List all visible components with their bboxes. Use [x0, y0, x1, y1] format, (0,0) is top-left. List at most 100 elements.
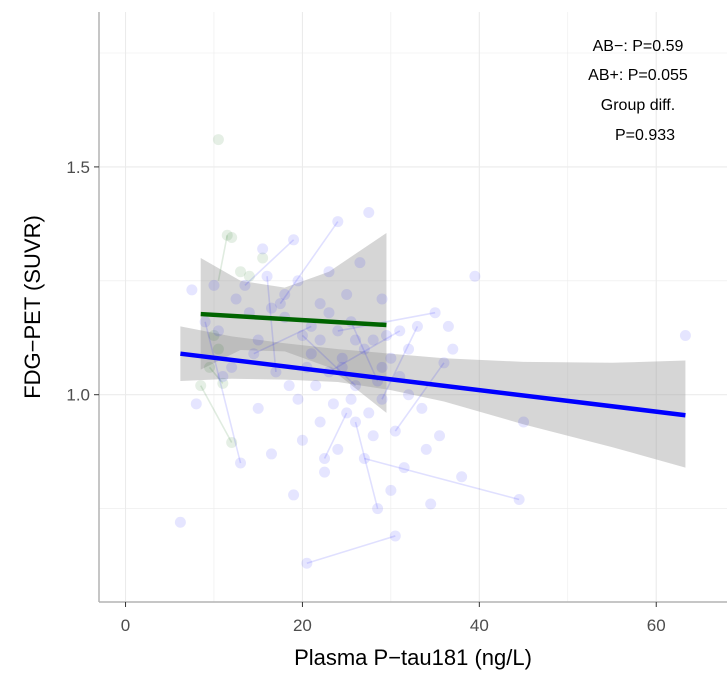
- data-point: [190, 398, 202, 410]
- data-point: [376, 293, 388, 305]
- y-axis-title: FDG−PET (SUVR): [20, 215, 45, 399]
- data-point: [518, 416, 530, 428]
- data-point: [332, 325, 344, 337]
- data-point: [385, 484, 397, 496]
- grid: [99, 12, 727, 602]
- link-line: [306, 535, 396, 565]
- data-point: [332, 216, 344, 228]
- data-point: [208, 279, 220, 291]
- data-point: [239, 279, 251, 291]
- data-point: [354, 257, 366, 269]
- link-line: [301, 334, 357, 387]
- panel-background: [99, 12, 727, 602]
- link-line: [200, 385, 233, 443]
- annotation-line-4: P=0.933: [615, 127, 675, 144]
- data-point: [323, 307, 335, 319]
- link-line: [253, 325, 312, 355]
- data-point: [230, 293, 242, 305]
- link-lines: [200, 221, 520, 565]
- data-point: [376, 393, 388, 405]
- data-point: [288, 489, 300, 501]
- data-point: [252, 334, 264, 346]
- data-point: [221, 229, 233, 241]
- data-point: [327, 398, 339, 410]
- data-point: [252, 402, 264, 414]
- data-point: [679, 329, 691, 341]
- data-point: [235, 266, 247, 278]
- data-point: [350, 416, 362, 428]
- confidence-band-0: [200, 232, 387, 413]
- data-point: [398, 462, 410, 474]
- data-point: [292, 275, 304, 287]
- data-point: [336, 352, 348, 364]
- data-point: [372, 503, 384, 515]
- link-line: [364, 457, 520, 501]
- data-point: [367, 430, 379, 442]
- annotation: AB−: P=0.59 AB+: P=0.055 Group diff. P=0…: [588, 38, 688, 144]
- data-point: [314, 416, 326, 428]
- data-point: [226, 232, 238, 244]
- data-point: [243, 270, 255, 282]
- data-point: [350, 380, 362, 392]
- y-tick-label: 1.5: [66, 158, 90, 177]
- link-line: [244, 239, 295, 286]
- data-point: [204, 361, 216, 373]
- data-point: [186, 284, 198, 296]
- annotation-line-2: AB+: P=0.055: [588, 67, 688, 84]
- data-point: [261, 270, 273, 282]
- data-point: [442, 320, 454, 332]
- data-point: [389, 425, 401, 437]
- data-point: [195, 380, 207, 392]
- data-point: [323, 266, 335, 278]
- data-point: [257, 252, 269, 264]
- link-line: [394, 362, 445, 432]
- link-line: [279, 221, 339, 305]
- data-point: [425, 498, 437, 510]
- ticks: 0 20 40 60 1.0 1.5: [66, 158, 665, 635]
- data-point: [296, 329, 308, 341]
- confidence-band-1: [180, 326, 686, 468]
- data-point: [319, 452, 331, 464]
- data-point: [274, 298, 286, 310]
- data-point: [212, 325, 224, 337]
- data-point: [305, 320, 317, 332]
- data-point: [305, 348, 317, 360]
- data-point: [257, 243, 269, 255]
- data-point: [385, 352, 397, 364]
- link-line: [354, 421, 379, 509]
- data-point: [226, 437, 238, 449]
- data-point: [235, 457, 247, 469]
- data-point: [376, 361, 388, 373]
- link-line: [323, 412, 348, 459]
- link-line: [204, 321, 242, 464]
- data-point: [292, 393, 304, 405]
- x-axis-title: Plasma P−tau181 (ng/L): [294, 645, 532, 670]
- data-point: [296, 434, 308, 446]
- data-point: [363, 407, 375, 419]
- data-point: [469, 270, 481, 282]
- data-point: [270, 366, 282, 378]
- data-point: [403, 343, 415, 355]
- data-point: [279, 288, 291, 300]
- data-point: [350, 334, 362, 346]
- y-tick-label: 1.0: [66, 386, 90, 405]
- annotation-line-3: Group diff.: [601, 97, 675, 114]
- data-point: [332, 443, 344, 455]
- link-line: [328, 330, 401, 373]
- data-point: [199, 316, 211, 328]
- data-point: [301, 557, 313, 569]
- x-tick-label: 20: [293, 616, 312, 635]
- data-point: [248, 348, 260, 360]
- x-tick-label: 0: [121, 616, 130, 635]
- fit-line-1: [180, 351, 686, 418]
- link-line: [217, 235, 229, 281]
- data-point: [212, 134, 224, 146]
- data-point: [212, 343, 224, 355]
- fit-lines: [180, 311, 686, 418]
- data-point: [429, 307, 441, 319]
- fit-line-0: [200, 311, 387, 328]
- data-point: [341, 288, 353, 300]
- data-point: [367, 334, 379, 346]
- data-point: [217, 377, 229, 389]
